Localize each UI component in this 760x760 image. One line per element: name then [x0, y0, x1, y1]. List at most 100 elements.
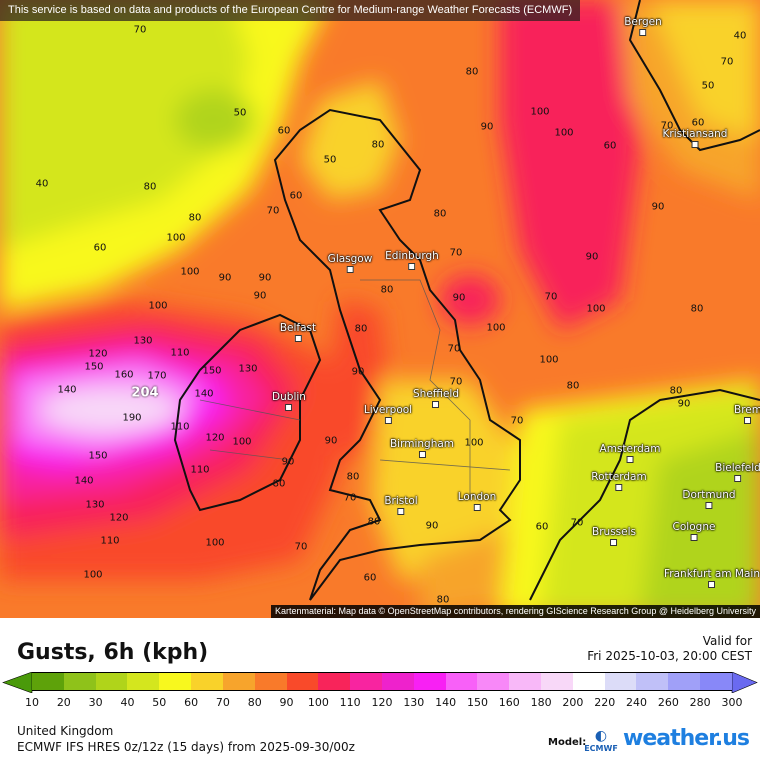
contour-label: 100 [232, 436, 252, 448]
scale-swatch [63, 673, 96, 690]
contour-label: 120 [109, 512, 129, 524]
model-run: ECMWF IFS HRES 0z/12z (15 days) from 202… [17, 740, 355, 754]
contour-label: 130 [133, 335, 153, 347]
contour-label: 70 [343, 492, 357, 504]
scale-tick: 20 [56, 696, 71, 709]
weather-us-logo[interactable]: weather.us [623, 726, 750, 751]
contour-label: 140 [57, 384, 77, 396]
contour-label: 50 [323, 154, 337, 166]
city-label: London [458, 491, 497, 511]
contour-label: 90 [425, 520, 439, 532]
contour-label: 90 [585, 251, 599, 263]
contour-label: 150 [202, 365, 222, 377]
contour-label: 90 [651, 201, 665, 213]
region-label: United Kingdom [17, 724, 114, 738]
scale-swatch [32, 673, 64, 690]
contour-label: 90 [218, 272, 232, 284]
contour-label: 100 [83, 569, 103, 581]
scale-tick: 70 [215, 696, 230, 709]
contour-label: 70 [266, 205, 280, 217]
contour-label: 170 [147, 370, 167, 382]
scale-swatch [95, 673, 128, 690]
scale-tick: 80 [247, 696, 262, 709]
scale-swatch [541, 673, 573, 690]
contour-label: 80 [433, 208, 447, 220]
scale-swatch [159, 673, 192, 690]
scale-swatch [350, 673, 382, 690]
contour-label: 80 [346, 471, 360, 483]
map-attribution: Kartenmaterial: Map data © OpenStreetMap… [271, 605, 760, 618]
city-label: Birmingham [390, 438, 454, 458]
contour-label: 80 [354, 323, 368, 335]
contour-label: 70 [720, 56, 734, 68]
contour-label: 130 [238, 363, 258, 375]
scale-tick: 160 [498, 696, 520, 709]
scale-tick: 220 [594, 696, 616, 709]
contour-label: 80 [272, 478, 286, 490]
scale-swatch [445, 673, 478, 690]
city-label: Rotterdam [591, 471, 646, 491]
contour-label: 50 [233, 107, 247, 119]
legend-title: Gusts, 6h (kph) [17, 640, 209, 665]
contour-label: 140 [194, 388, 214, 400]
scale-tick: 110 [339, 696, 361, 709]
legend-over-arrow [731, 672, 758, 693]
city-label: Dublin [272, 391, 306, 411]
scale-swatch [572, 673, 605, 690]
contour-label: 60 [289, 190, 303, 202]
contour-label: 70 [133, 24, 147, 36]
contour-label: 40 [733, 30, 747, 42]
weather-map[interactable]: Bergen Kristiansand Glasgow Edinburgh Belfas… [0, 0, 760, 618]
city-label: Bergen [624, 16, 662, 36]
city-label: Dortmund [682, 489, 735, 509]
contour-label: 80 [436, 594, 450, 606]
contour-label: 80 [465, 66, 479, 78]
borders [199, 279, 511, 500]
scale-swatch [636, 673, 669, 690]
contour-label: 120 [88, 348, 108, 360]
contour-label: 40 [35, 178, 49, 190]
contour-label: 100 [464, 437, 484, 449]
contour-label: 70 [570, 517, 584, 529]
contour-label: 140 [74, 475, 94, 487]
city-label: Sheffield [413, 388, 459, 408]
contour-label: 70 [544, 291, 558, 303]
valid-date: Fri 2025-10-03, 20:00 CEST [587, 649, 752, 663]
contour-label: 100 [554, 127, 574, 139]
contour-label: 80 [143, 181, 157, 193]
scale-tick: 240 [626, 696, 648, 709]
contour-label: 100 [166, 232, 186, 244]
contour-label: 90 [324, 435, 338, 447]
contour-label: 90 [677, 398, 691, 410]
city-label: Liverpool [364, 404, 412, 424]
contour-label: 60 [277, 125, 291, 137]
contour-label: 120 [205, 432, 225, 444]
contour-label: 90 [480, 121, 494, 133]
city-label: Belfast [280, 322, 316, 342]
city-label: Bristol [384, 495, 417, 515]
scale-swatch [191, 673, 223, 690]
contour-label: 60 [535, 521, 549, 533]
contour-label: 60 [93, 242, 107, 254]
ecmwf-logo-text: ECMWF [584, 744, 618, 753]
valid-label: Valid for [702, 634, 752, 648]
contour-label: 80 [367, 516, 381, 528]
contour-label: 90 [351, 366, 365, 378]
scale-tick: 260 [657, 696, 679, 709]
contour-label: 50 [701, 80, 715, 92]
max-value-label: 204 [131, 385, 159, 401]
scale-tick: 50 [152, 696, 167, 709]
scale-tick: 100 [307, 696, 329, 709]
scale-tick: 40 [120, 696, 135, 709]
contour-label: 100 [530, 106, 550, 118]
scale-tick: 140 [435, 696, 457, 709]
contour-label: 190 [122, 412, 142, 424]
city-label: Glasgow [328, 253, 373, 273]
scale-tick: 280 [689, 696, 711, 709]
contour-label: 100 [486, 322, 506, 334]
scale-swatch [668, 673, 701, 690]
scale-tick: 10 [25, 696, 39, 709]
contour-label: 130 [85, 499, 105, 511]
contour-label: 110 [100, 535, 120, 547]
contour-label: 90 [281, 456, 295, 468]
